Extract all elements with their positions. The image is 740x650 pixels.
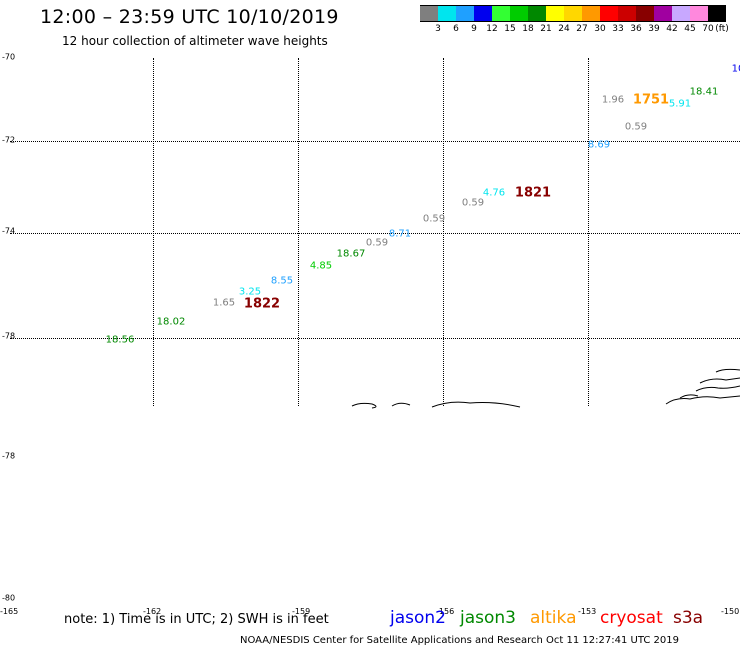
satellite-legend-s3a: s3a [673,608,704,628]
legend-swatch [690,5,708,22]
pass-time-label: 1821 [514,185,552,201]
satellite-legend-jason2: jason2 [390,608,446,628]
legend-swatch [528,5,546,22]
longitude-label: -165 [0,607,19,616]
legend-tick-label: 39 [648,24,660,34]
latitude-gridline [10,233,740,234]
pass-time-label: 1751 [632,92,670,108]
wave-height-label: 8.71 [388,228,412,240]
latitude-gridline [10,338,740,339]
legend-swatch [510,5,528,22]
latitude-label: -70 [2,52,16,62]
wave-height-label: 8.69 [587,139,611,151]
legend-tick-label: 24 [558,24,570,34]
longitude-label: -156 [436,607,455,616]
wave-height-label: 5.91 [668,98,692,110]
map-title: 12:00 – 23:59 UTC 10/10/2019 [40,6,339,28]
latitude-label: -74 [2,226,16,236]
legend-swatch [672,5,690,22]
legend-swatch [438,5,456,22]
legend-tick-label: 33 [612,24,624,34]
wave-height-label: 18.02 [156,316,186,328]
legend-swatch [600,5,618,22]
wave-height-label: 1.96 [601,94,625,106]
legend-swatch [420,5,438,22]
legend-swatch [708,5,726,22]
legend-tick-label: 21 [540,24,552,34]
wave-height-label: 0.59 [422,213,446,225]
credit-line: NOAA/NESDIS Center for Satellite Applica… [240,635,679,646]
legend-tick-label: 36 [630,24,642,34]
legend-swatch [582,5,600,22]
legend-swatch [546,5,564,22]
wave-height-label: 0.59 [624,121,648,133]
footer-note: note: 1) Time is in UTC; 2) SWH is in fe… [64,612,329,627]
longitude-label: -153 [578,607,597,616]
satellite-legend-jason3: jason3 [460,608,516,628]
legend-swatch [618,5,636,22]
wave-height-label: 0.59 [461,197,485,209]
wave-height-label: 1.65 [212,297,236,309]
legend-tick-label: 30 [594,24,606,34]
legend-tick-label: 27 [576,24,588,34]
legend-tick-label: 9 [471,24,477,34]
longitude-gridline [443,58,444,406]
longitude-gridline [298,58,299,406]
latitude-label: -80 [2,593,16,603]
wave-height-label: 3.25 [238,286,262,298]
satellite-legend-cryosat: cryosat [600,608,663,628]
legend-tick-label: 45 [684,24,696,34]
wave-height-label: 8.55 [270,275,294,287]
wave-height-label: 4.76 [482,187,506,199]
wave-height-label: 18.56 [105,334,135,346]
wave-height-label: 4.85 [309,260,333,272]
satellite-legend-altika: altika [530,608,577,628]
legend-tick-label: 6 [453,24,459,34]
latitude-label: -78 [2,331,16,341]
latitude-label: -78 [2,451,16,461]
latitude-gridline [10,141,740,142]
wave-height-label: 18.41 [689,86,719,98]
legend-swatch [492,5,510,22]
legend-tick-label: 15 [504,24,516,34]
legend-swatch [456,5,474,22]
legend-tick-label: 70 [702,24,714,34]
legend-unit-label: (ft) [715,24,729,34]
legend-swatch [654,5,672,22]
pass-time-label: 1822 [243,296,281,312]
legend-tick-label: 42 [666,24,678,34]
longitude-label: -162 [143,607,162,616]
legend-swatch [474,5,492,22]
wave-height-label: 0.59 [365,237,389,249]
wave-height-label: 10 [731,63,740,75]
legend-swatch [636,5,654,22]
legend-swatch [564,5,582,22]
longitude-label: -150 [721,607,740,616]
longitude-label: -159 [292,607,311,616]
longitude-gridline [153,58,154,406]
map-subtitle: 12 hour collection of altimeter wave hei… [62,34,328,48]
latitude-label: -72 [2,135,16,145]
legend-tick-label: 3 [435,24,441,34]
legend-tick-label: 12 [486,24,498,34]
wave-height-label: 18.67 [336,248,366,260]
legend-tick-label: 18 [522,24,534,34]
longitude-gridline [588,58,589,406]
